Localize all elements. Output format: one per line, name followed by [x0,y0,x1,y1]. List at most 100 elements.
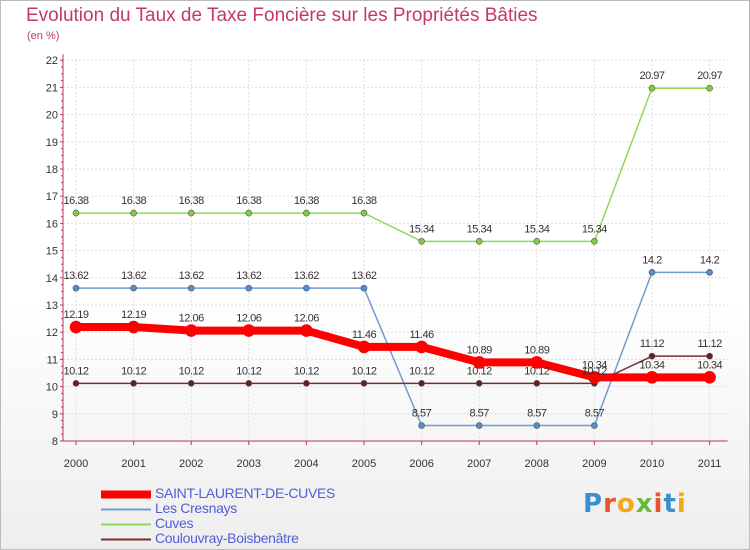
data-label: 12.06 [294,313,319,325]
series-line-1 [76,271,710,427]
data-point [127,320,140,334]
data-label: 10.12 [121,365,146,377]
data-label: 10.12 [409,365,434,377]
data-point [648,84,656,92]
data-point [69,320,83,334]
legend-swatch [101,538,151,541]
data-point [475,380,483,387]
data-label: 16.38 [351,195,376,207]
data-point [303,209,310,217]
data-label: 10.34 [639,359,664,371]
data-point [475,422,483,429]
data-label: 10.89 [467,344,492,356]
data-label: 11.12 [640,338,665,350]
proxiti-logo: Proxiti [583,489,687,519]
y-tick-label: 18 [46,164,58,176]
data-label: 15.34 [524,223,549,235]
data-point [703,371,716,384]
data-point [357,340,371,354]
data-label: 12.19 [63,309,88,321]
data-label: 11.46 [409,329,434,341]
data-label: 16.38 [121,195,146,207]
data-point [300,324,313,337]
x-tick-label: 2008 [525,458,549,470]
data-point [303,284,310,292]
y-tick-label: 9 [52,409,58,421]
y-tick-label: 17 [46,191,58,203]
data-labels: 12.19 12.19 12.06 12.06 12.06 11.46 11.46 10.89… [63,70,723,419]
data-label: 15.34 [409,223,434,235]
axes: 8 9 10 11 12 13 14 15 16 17 18 19 20 21 22 2000 2001 2002… [46,54,728,470]
chart-title: Evolution du Taux de Taxe Foncière sur l… [26,5,538,26]
data-label: 8.57 [585,407,605,419]
y-tick-label: 16 [46,218,58,230]
data-label: 16.38 [294,195,319,207]
y-tick-label: 14 [46,273,58,285]
series-line-2 [76,87,710,243]
data-point [591,422,598,429]
data-point [187,380,195,387]
data-label: 13.62 [63,270,88,282]
data-label: 10.34 [697,359,722,371]
data-label: 10.12 [467,365,492,377]
x-tick-label: 2003 [237,458,261,470]
data-label: 13.62 [294,270,319,282]
data-label: 15.34 [582,223,607,235]
series-lines [69,84,716,429]
legend-label: Cuves [155,515,194,531]
data-label: 15.34 [467,223,492,235]
data-point [648,269,656,276]
data-label: 10.34 [582,359,607,371]
data-label: 13.62 [236,270,261,282]
data-label: 13.62 [179,270,204,282]
logo-letter: r [603,489,617,519]
x-tick-label: 2006 [409,458,433,470]
data-label: 8.57 [469,407,489,419]
series-line-0 [76,323,710,382]
data-label: 16.38 [236,195,261,207]
data-label: 13.62 [351,270,376,282]
data-label: 10.12 [63,365,88,377]
data-point [706,84,713,92]
x-tick-label: 2004 [294,458,318,470]
x-tick-label: 2002 [179,458,203,470]
logo-letter: P [583,489,604,519]
data-label: 16.38 [179,195,204,207]
data-point [360,284,368,292]
data-point [187,209,195,217]
data-point [72,209,80,217]
data-label: 10.12 [351,365,376,377]
data-point [360,209,368,217]
data-label: 10.12 [294,365,319,377]
legend-label: Les Cresnays [155,500,237,516]
data-label: 13.62 [121,270,146,282]
logo-letter: i [653,489,664,519]
data-point [645,371,659,384]
data-point [418,380,425,387]
data-point [418,238,425,245]
data-point [533,238,541,245]
x-tick-label: 2010 [640,458,664,470]
y-tick-label: 10 [46,382,58,394]
data-point [418,422,425,429]
logo-letter: x [635,489,654,519]
data-point [530,356,544,369]
data-point [187,284,195,292]
data-label: 10.12 [524,365,549,377]
data-label: 16.38 [63,195,88,207]
y-tick-label: 11 [47,354,58,366]
x-tick-label: 2011 [698,458,722,470]
x-tick-label: 2000 [64,458,88,470]
y-tick-label: 12 [46,327,58,339]
data-label: 8.57 [412,407,432,419]
y-tick-label: 8 [52,436,58,448]
legend-swatch [101,508,151,511]
y-tick-label: 20 [46,110,58,122]
logo-letter: t [663,489,677,519]
data-label: 11.46 [352,329,377,341]
data-label: 12.06 [236,313,261,325]
data-label: 12.06 [179,313,204,325]
x-tick-label: 2005 [352,458,376,470]
